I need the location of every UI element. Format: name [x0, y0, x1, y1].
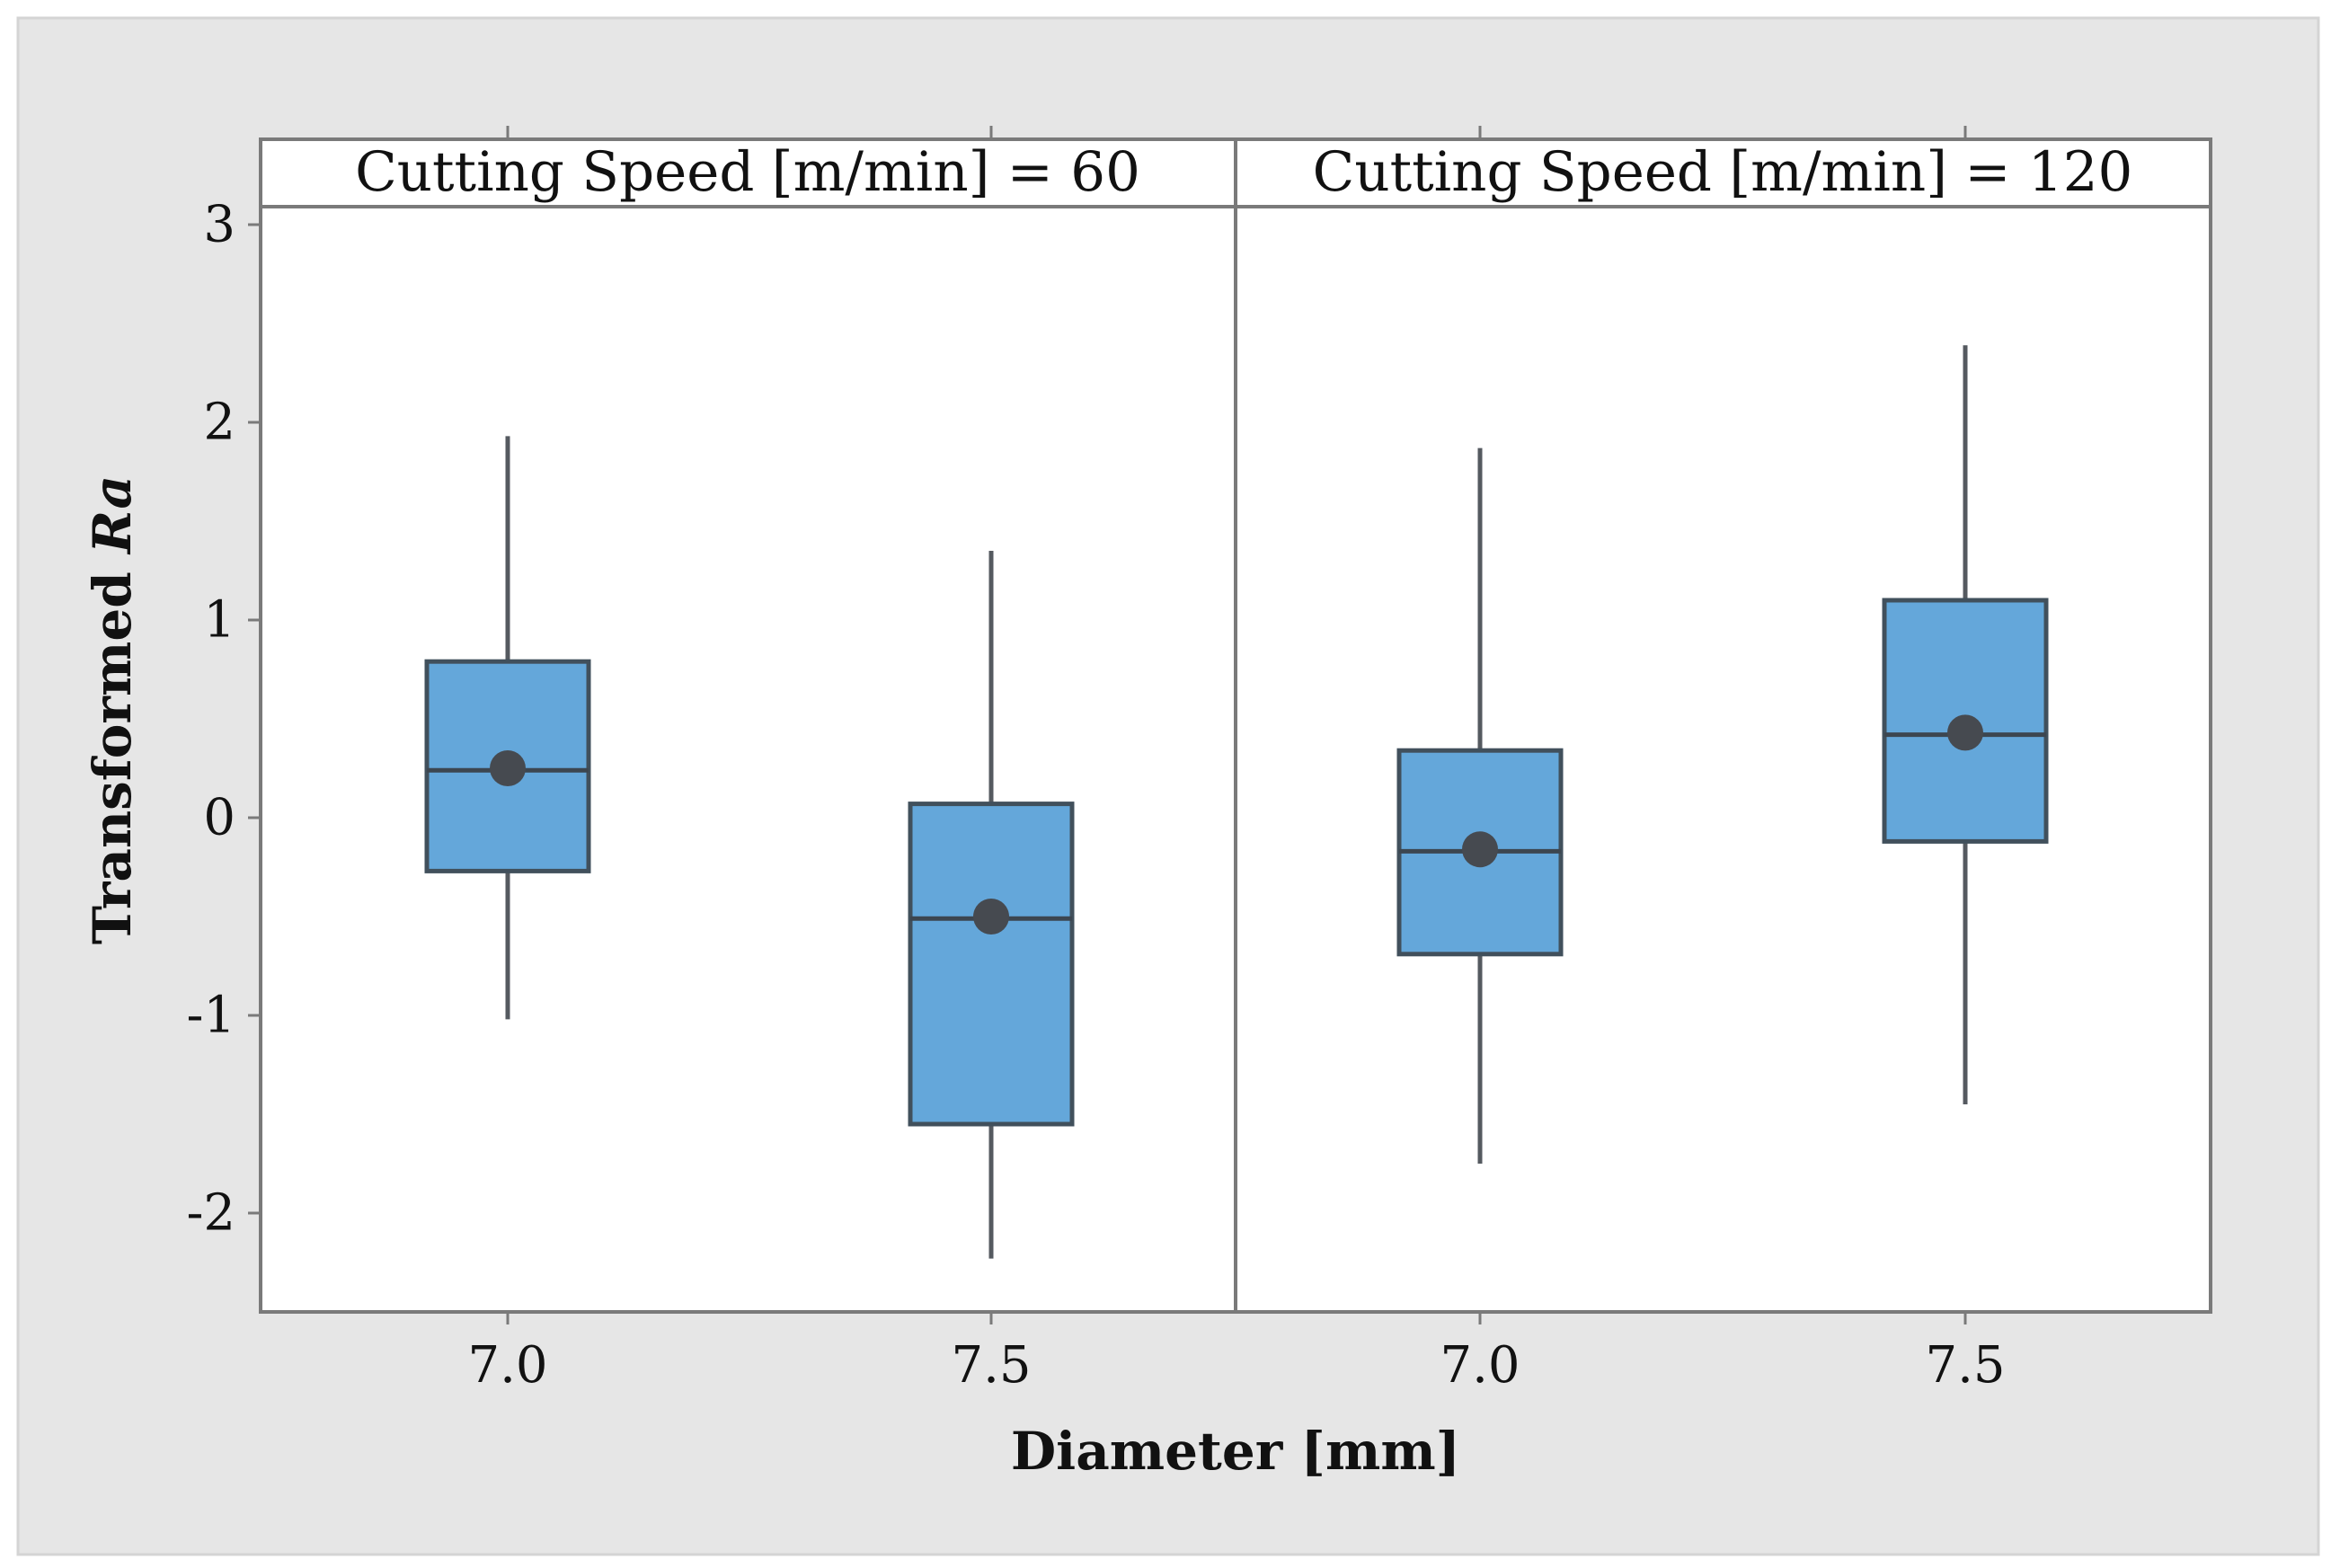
box-speed60-d7.0	[424, 436, 591, 1020]
y-tick-label: 1	[203, 591, 235, 650]
box-speed60-d7.5	[908, 551, 1075, 1259]
y-tick: -2	[186, 1184, 261, 1243]
y-tick: -1	[186, 987, 261, 1045]
panel-label-left: Cutting Speed [m/min] = 60	[355, 140, 1140, 204]
x-tick: 7.5	[951, 1312, 1032, 1395]
y-tick: 3	[203, 196, 261, 254]
y-axis-title: Transformed Ra	[82, 475, 143, 944]
y-tick-label: 3	[203, 196, 235, 254]
mean-marker	[1462, 831, 1498, 868]
y-tick-label: 0	[203, 789, 235, 847]
y-axis-title-italic: Ra	[82, 475, 143, 555]
y-tick-label: -2	[186, 1184, 235, 1243]
panel-header-right	[1236, 139, 2211, 207]
y-tick: 2	[203, 394, 261, 452]
x-tick-label: 7.5	[951, 1336, 1031, 1395]
mean-marker	[1947, 714, 1983, 751]
x-tick: 7.0	[1440, 1312, 1520, 1395]
x-axis-title: Diameter [mm]	[1011, 1421, 1460, 1482]
y-axis: 3 2 1 0 -1 -2	[186, 196, 261, 1243]
mean-marker	[490, 750, 526, 786]
x-tick-label: 7.5	[1925, 1336, 2005, 1395]
box-speed120-d7.5	[1882, 345, 2049, 1104]
y-tick-label: -1	[186, 987, 235, 1045]
panel-header-left	[261, 139, 1236, 207]
y-tick: 0	[203, 789, 261, 847]
x-tick-label: 7.0	[1440, 1336, 1520, 1395]
panel-label-right: Cutting Speed [m/min] = 120	[1313, 140, 2133, 204]
x-tick-label: 7.0	[467, 1336, 547, 1395]
y-tick: 1	[203, 591, 261, 650]
box-iqr	[908, 802, 1075, 1127]
mean-marker	[973, 899, 1009, 935]
box-speed120-d7.0	[1396, 447, 1564, 1164]
x-axis: 7.0 7.5 7.0 7.5	[467, 1312, 2006, 1395]
x-tick: 7.5	[1925, 1312, 2006, 1395]
y-axis-title-text: Transformed	[82, 554, 143, 944]
x-tick: 7.0	[467, 1312, 548, 1395]
y-tick-label: 2	[203, 394, 235, 452]
